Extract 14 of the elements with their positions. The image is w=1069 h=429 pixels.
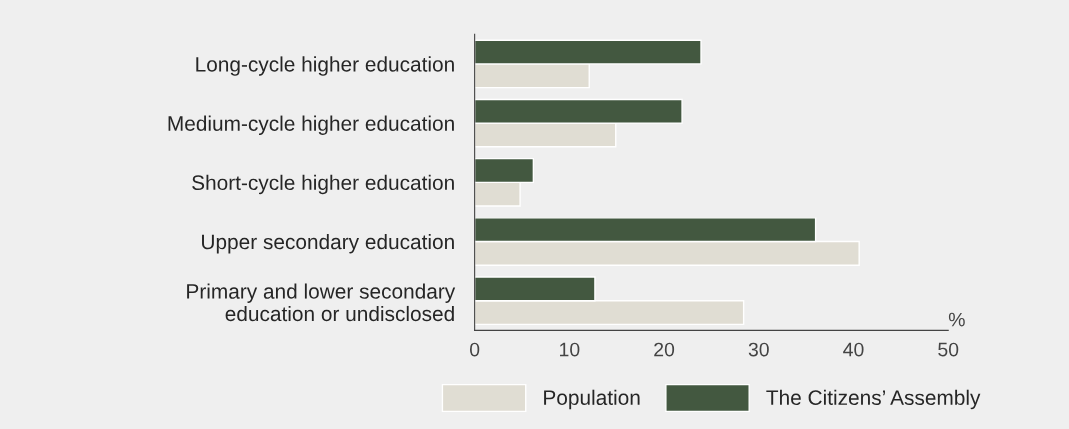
x-tick-label: 10 bbox=[560, 342, 580, 357]
y-tick-label: Primary and lower secondary education or undisclosed bbox=[187, 283, 456, 322]
legend-label: The Citizens’ Assembly bbox=[766, 389, 981, 410]
legend-label: Population bbox=[544, 389, 640, 410]
x-tick-label: 0 bbox=[469, 342, 480, 357]
y-tick-label: Long-cycle higher education bbox=[196, 56, 454, 76]
x-axis-title: % bbox=[948, 312, 965, 327]
x-tick-label: 40 bbox=[843, 342, 864, 357]
y-tick-label: Short-cycle higher education bbox=[192, 174, 454, 195]
y-tick-label: Upper secondary education bbox=[202, 233, 454, 254]
x-tick-label: 30 bbox=[748, 342, 769, 357]
x-tick-label: 50 bbox=[938, 342, 959, 357]
y-tick-label: Medium-cycle higher education bbox=[168, 115, 454, 135]
x-tick-label: 20 bbox=[654, 342, 675, 357]
